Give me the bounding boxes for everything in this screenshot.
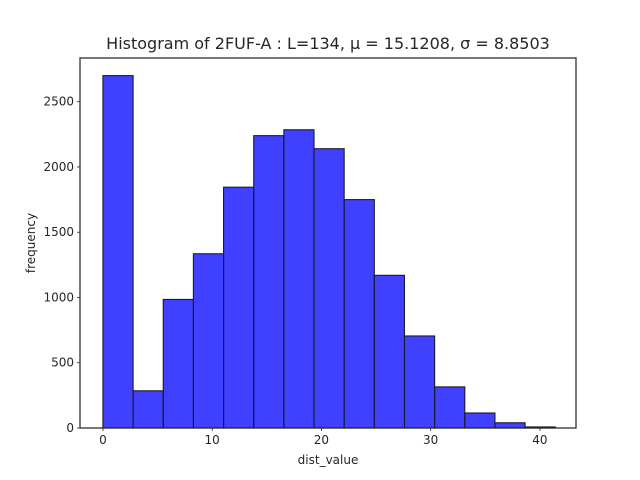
x-tick-label: 0 — [99, 433, 107, 447]
y-tick-label: 2000 — [43, 160, 74, 174]
y-tick-label: 1000 — [43, 290, 74, 304]
histogram-bar — [253, 135, 285, 429]
x-axis-label: dist_value — [298, 453, 359, 467]
histogram-bar — [102, 75, 134, 429]
histogram-bar — [373, 274, 406, 429]
histogram-bar — [192, 253, 225, 429]
y-tick-label: 500 — [51, 356, 74, 370]
histogram-bar — [283, 129, 315, 429]
x-tick-label: 10 — [205, 433, 220, 447]
x-tick-label: 40 — [532, 433, 547, 447]
y-axis-ticks: 0 500 1000 1500 2000 2500 — [43, 95, 80, 435]
histogram-bars — [102, 75, 556, 429]
plot-area-frame — [79, 57, 577, 429]
histogram-bar — [494, 422, 526, 429]
histogram-bar — [132, 390, 164, 429]
histogram-bar — [223, 186, 255, 429]
x-axis-ticks: 0 10 20 30 40 — [99, 428, 548, 447]
x-tick-label: 20 — [314, 433, 329, 447]
histogram-bar — [403, 335, 436, 429]
histogram-bar — [313, 148, 345, 429]
y-tick-label: 0 — [66, 421, 74, 435]
x-tick-label: 30 — [423, 433, 438, 447]
histogram-bar — [343, 199, 375, 429]
histogram-bar — [434, 386, 466, 429]
histogram-bar — [464, 412, 496, 429]
y-tick-label: 1500 — [43, 225, 74, 239]
y-axis-label: frequency — [24, 213, 38, 273]
y-tick-label: 2500 — [43, 95, 74, 109]
chart-title: Histogram of 2FUF-A : L=134, μ = 15.1208… — [106, 34, 550, 53]
histogram-bar — [162, 298, 194, 429]
